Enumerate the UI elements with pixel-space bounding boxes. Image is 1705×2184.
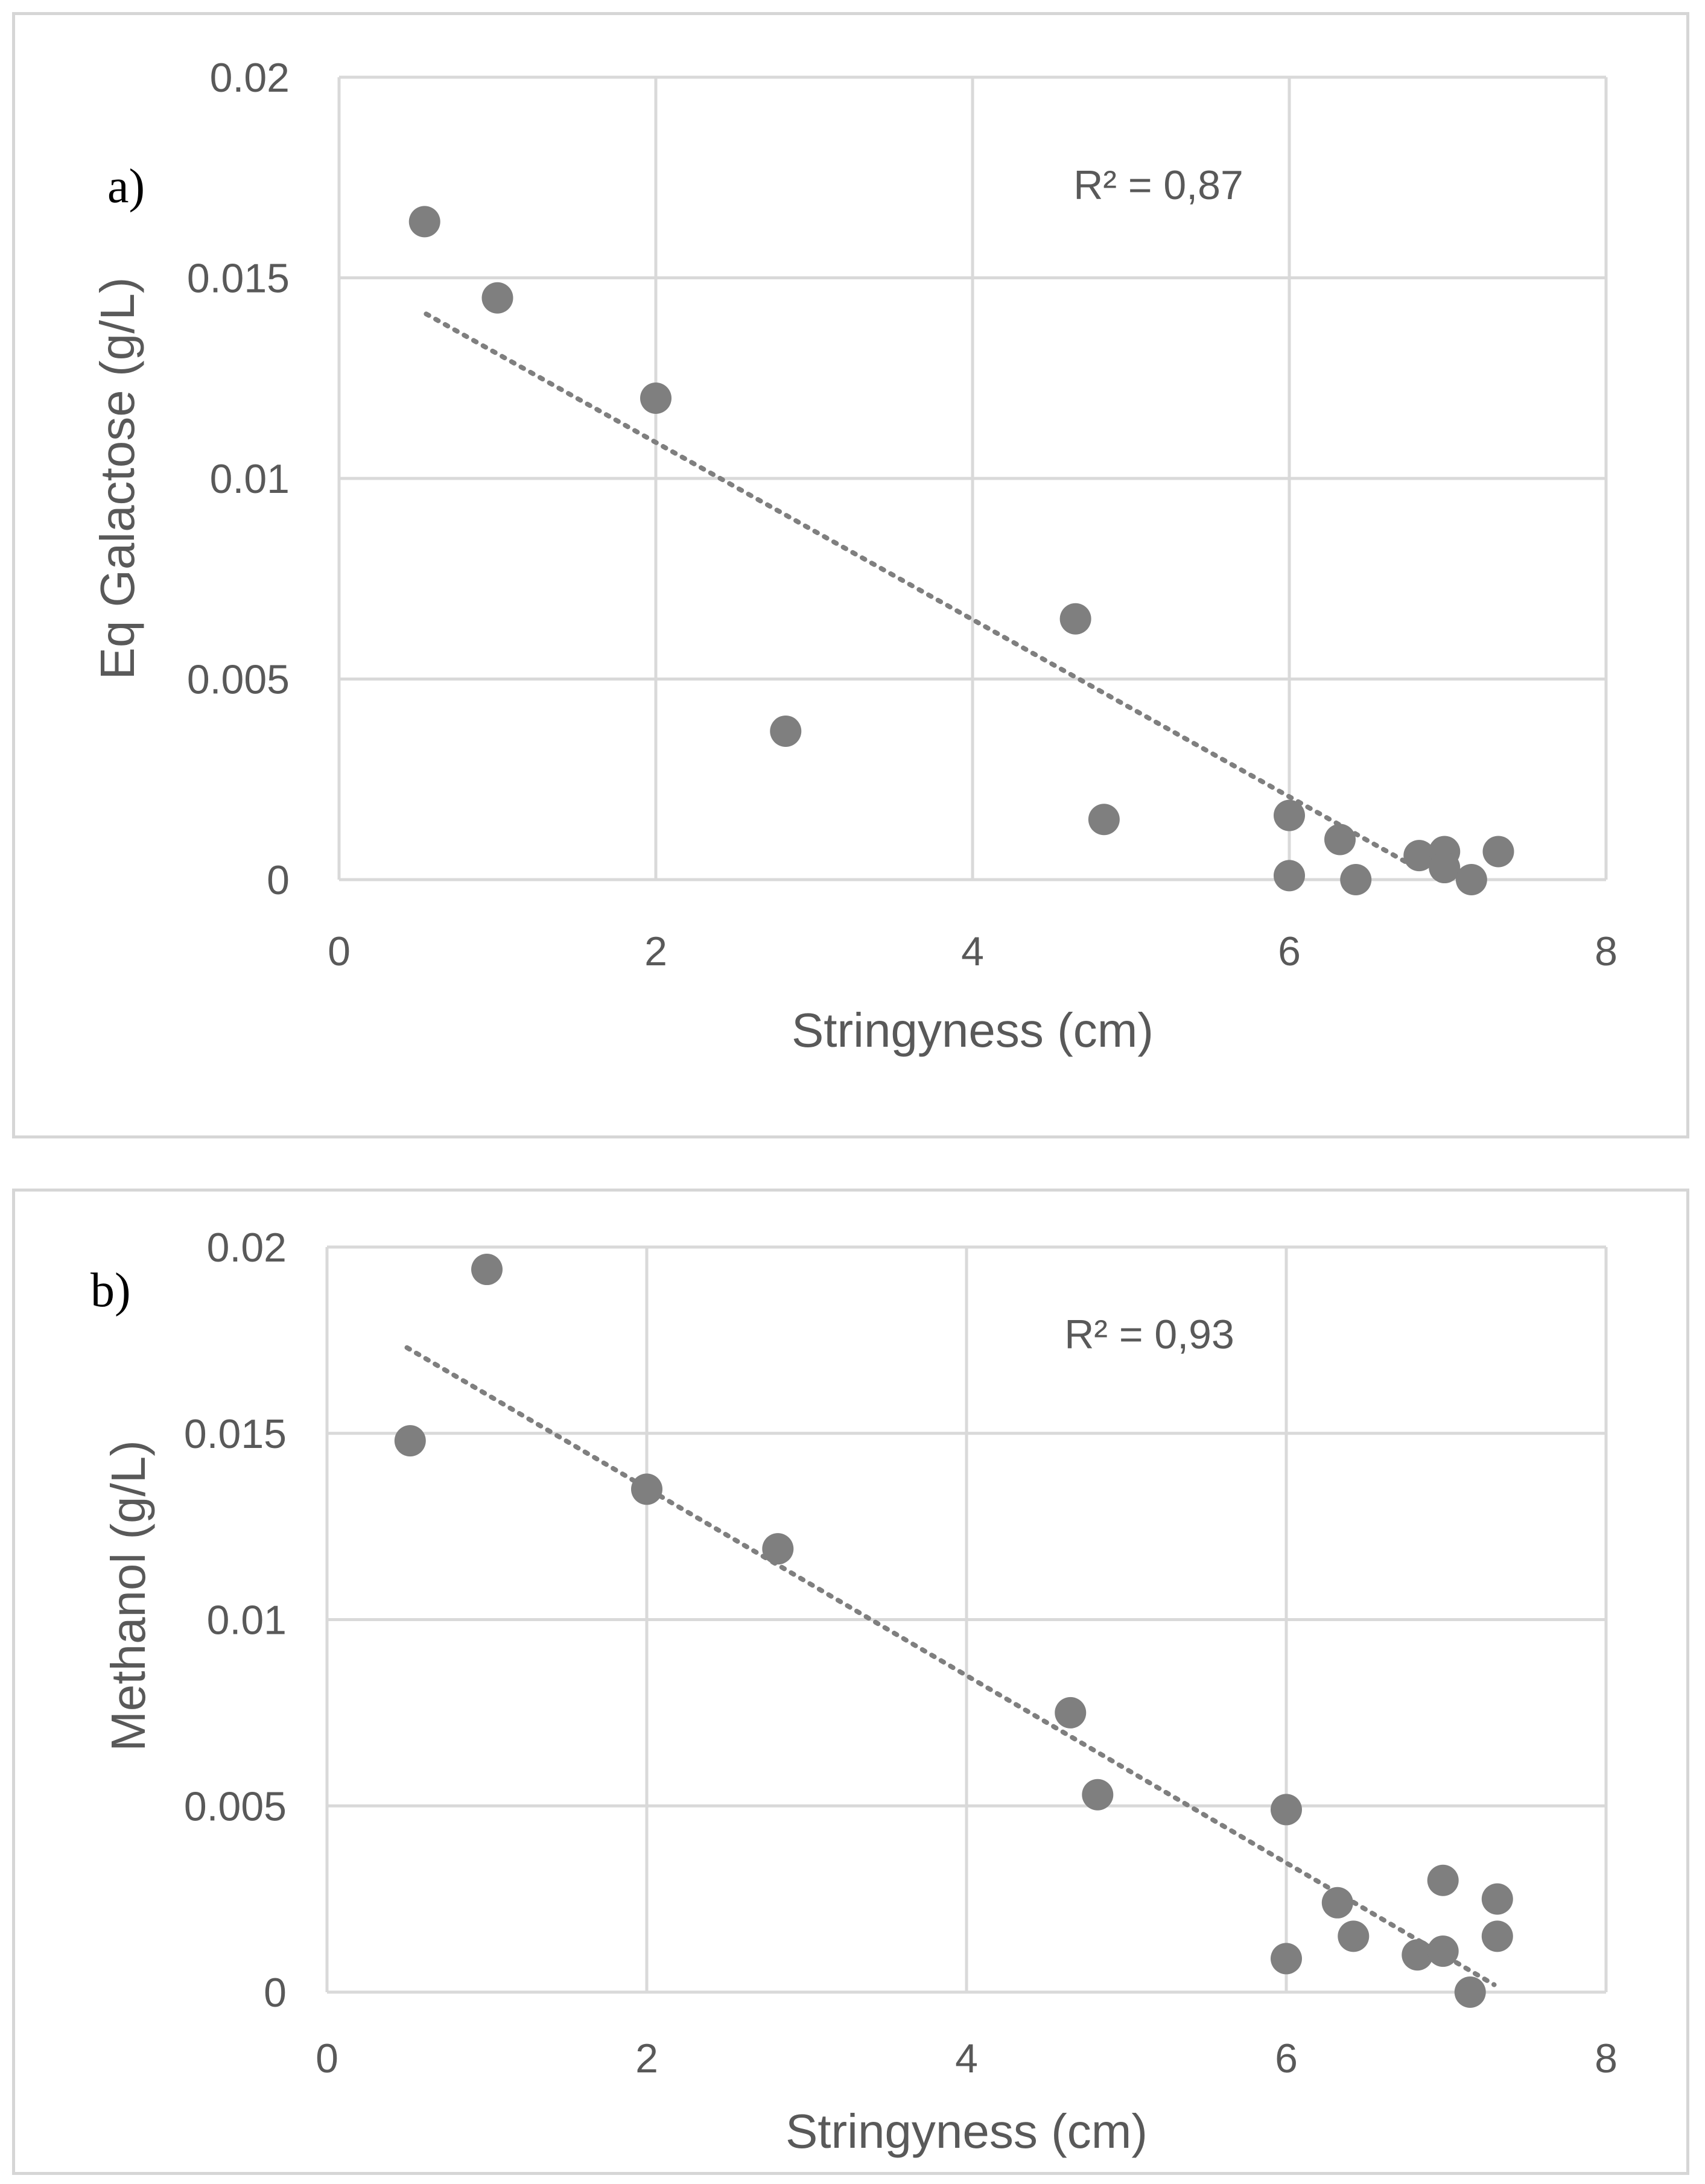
x-tick-label: 8 xyxy=(1595,929,1618,974)
y-axis-title: Eq Galactose (g/L) xyxy=(90,278,144,680)
data-point xyxy=(1271,1943,1302,1975)
trendline xyxy=(404,1345,1497,1987)
data-point xyxy=(1455,864,1487,895)
data-point xyxy=(1482,836,1514,868)
data-point xyxy=(1321,1887,1353,1919)
data-point xyxy=(394,1425,426,1457)
y-tick-label: 0.02 xyxy=(207,1225,287,1271)
data-point xyxy=(640,383,672,414)
data-point xyxy=(1481,1920,1513,1952)
data-point xyxy=(408,206,440,238)
data-point xyxy=(762,1533,794,1565)
data-point xyxy=(1274,860,1305,892)
data-point xyxy=(1082,1779,1114,1811)
x-tick-label: 0 xyxy=(316,2036,338,2081)
chart-panel-a xyxy=(12,12,1689,1138)
x-tick-label: 8 xyxy=(1595,2036,1618,2081)
panel-label: b) xyxy=(90,1264,131,1317)
x-tick-label: 4 xyxy=(961,929,984,974)
data-point xyxy=(1324,824,1356,856)
y-tick-label: 0.02 xyxy=(210,55,290,101)
y-tick-label: 0 xyxy=(264,1970,287,2016)
y-tick-label: 0 xyxy=(267,857,290,903)
data-point xyxy=(631,1473,662,1505)
y-tick-label: 0.005 xyxy=(184,1783,287,1829)
r-squared-label: R² = 0,87 xyxy=(1073,162,1243,208)
data-point xyxy=(1403,840,1435,872)
x-axis-title: Stringyness (cm) xyxy=(786,2104,1148,2158)
data-point xyxy=(1454,1976,1486,2008)
y-tick-label: 0.015 xyxy=(184,1411,287,1457)
chart-panel-b xyxy=(12,1189,1689,2175)
data-point xyxy=(471,1254,503,1286)
panel-label: a) xyxy=(107,160,145,213)
x-tick-label: 6 xyxy=(1275,2036,1298,2081)
r-squared-label: R² = 0,93 xyxy=(1064,1312,1234,1357)
y-tick-label: 0.015 xyxy=(187,256,290,302)
y-tick-label: 0.01 xyxy=(207,1598,287,1643)
data-point xyxy=(1271,1794,1302,1826)
y-axis-title: Methanol (g/L) xyxy=(101,1440,155,1751)
data-point xyxy=(481,282,513,314)
chart-b: 0 2 4 6 8 0 0.005 0.01 0.015 0.02 b) R² = 0,93 Strin… xyxy=(90,1225,1618,2158)
data-point xyxy=(1427,1935,1459,1967)
x-tick-label: 4 xyxy=(955,2036,978,2081)
data-point xyxy=(1481,1883,1513,1915)
data-point xyxy=(1059,603,1091,635)
x-axis-title: Stringyness (cm) xyxy=(792,1003,1154,1057)
x-tick-label: 2 xyxy=(635,2036,658,2081)
chart-a: 0 2 4 6 8 0 0.005 0.01 0.015 0.02 a) R² = 0,87 Strin… xyxy=(90,55,1618,1057)
data-point xyxy=(1429,852,1461,884)
y-tick-label: 0.01 xyxy=(210,456,290,502)
data-point xyxy=(1055,1697,1087,1728)
x-tick-label: 6 xyxy=(1278,929,1301,974)
trendline xyxy=(424,311,1418,871)
x-tick-label: 0 xyxy=(328,929,351,974)
data-point xyxy=(1274,799,1305,831)
data-point xyxy=(1338,1920,1370,1952)
x-tick-label: 2 xyxy=(644,929,667,974)
data-point xyxy=(770,715,802,747)
data-point xyxy=(1427,1864,1459,1896)
y-tick-label: 0.005 xyxy=(187,657,290,703)
data-point xyxy=(1340,864,1372,895)
data-point xyxy=(1088,804,1120,836)
data-point xyxy=(1402,1939,1434,1971)
